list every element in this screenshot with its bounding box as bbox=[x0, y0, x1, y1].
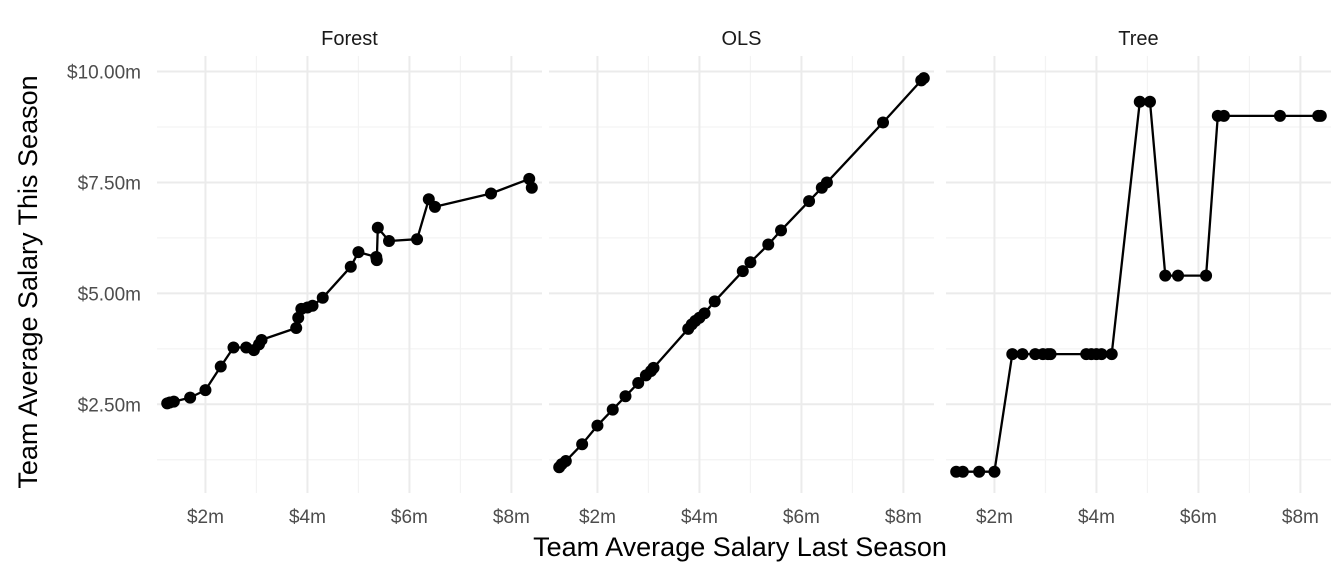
data-point bbox=[184, 391, 197, 404]
x-tick-label: $8m bbox=[885, 507, 922, 528]
x-tick-label: $2m bbox=[187, 507, 224, 528]
facet-panel-ols: OLS $2m $4m $6m $8m bbox=[549, 28, 934, 528]
x-tick-label: $6m bbox=[391, 507, 428, 528]
data-point bbox=[525, 181, 538, 194]
data-point bbox=[1133, 95, 1146, 108]
data-point bbox=[199, 384, 212, 397]
facet-panel-forest: Forest $2m $4m $6m $8m bbox=[157, 28, 542, 528]
data-point bbox=[1217, 109, 1230, 122]
data-point bbox=[485, 187, 498, 200]
data-point bbox=[1159, 269, 1172, 282]
data-point bbox=[606, 403, 619, 416]
facet-title: Forest bbox=[321, 28, 378, 50]
data-point bbox=[411, 233, 424, 246]
y-tick-label: $7.50m bbox=[78, 173, 141, 194]
data-point bbox=[1095, 348, 1108, 361]
data-point bbox=[255, 333, 268, 346]
x-tick-label: $4m bbox=[289, 507, 326, 528]
data-point bbox=[383, 235, 396, 248]
data-point bbox=[591, 419, 604, 432]
x-tick-label: $4m bbox=[681, 507, 718, 528]
y-axis-title: Team Average Salary This Season bbox=[13, 75, 43, 488]
data-point bbox=[619, 390, 632, 403]
data-point bbox=[370, 254, 383, 267]
data-point bbox=[1314, 109, 1327, 122]
data-point bbox=[1016, 348, 1029, 361]
data-point bbox=[647, 361, 660, 374]
data-point bbox=[1172, 269, 1185, 282]
data-point bbox=[306, 299, 319, 312]
series-line bbox=[956, 100, 1321, 473]
data-point bbox=[1105, 348, 1118, 361]
data-point bbox=[428, 200, 441, 213]
data-point bbox=[632, 376, 645, 389]
data-point bbox=[973, 465, 986, 478]
data-point bbox=[316, 291, 329, 304]
data-point bbox=[559, 455, 572, 468]
data-point bbox=[917, 72, 930, 85]
data-point bbox=[736, 265, 749, 278]
data-point bbox=[744, 256, 757, 269]
data-point bbox=[988, 465, 1001, 478]
facet-title: OLS bbox=[721, 28, 761, 50]
x-tick-label: $4m bbox=[1078, 507, 1115, 528]
data-point bbox=[1274, 109, 1287, 122]
data-point bbox=[1143, 95, 1156, 108]
x-tick-label: $8m bbox=[1282, 507, 1319, 528]
data-point bbox=[167, 395, 180, 408]
y-tick-label: $5.00m bbox=[78, 284, 141, 305]
y-tick-label: $2.50m bbox=[78, 395, 141, 416]
data-point bbox=[1006, 348, 1019, 361]
facet-panel-tree: Tree $2m $4m $6m $8m bbox=[946, 28, 1331, 528]
data-point bbox=[290, 321, 303, 334]
data-point bbox=[227, 341, 240, 354]
data-point bbox=[708, 295, 721, 308]
x-tick-label: $6m bbox=[783, 507, 820, 528]
x-axis-title: Team Average Salary Last Season bbox=[533, 532, 947, 562]
facet-title: Tree bbox=[1118, 28, 1158, 50]
data-point bbox=[352, 246, 365, 259]
data-point bbox=[371, 221, 384, 234]
data-point bbox=[803, 195, 816, 208]
data-point bbox=[214, 360, 227, 373]
data-point bbox=[820, 176, 833, 189]
x-tick-label: $2m bbox=[579, 507, 616, 528]
data-point bbox=[775, 224, 788, 237]
data-point bbox=[762, 238, 775, 251]
data-point bbox=[698, 307, 711, 320]
data-point bbox=[576, 438, 589, 451]
x-tick-label: $2m bbox=[976, 507, 1013, 528]
data-point bbox=[344, 260, 357, 273]
x-tick-label: $8m bbox=[493, 507, 530, 528]
data-point bbox=[1044, 348, 1057, 361]
x-tick-label: $6m bbox=[1180, 507, 1217, 528]
data-point bbox=[1200, 269, 1213, 282]
data-point bbox=[956, 465, 969, 478]
data-point bbox=[877, 116, 890, 129]
y-tick-label: $10.00m bbox=[67, 63, 141, 84]
